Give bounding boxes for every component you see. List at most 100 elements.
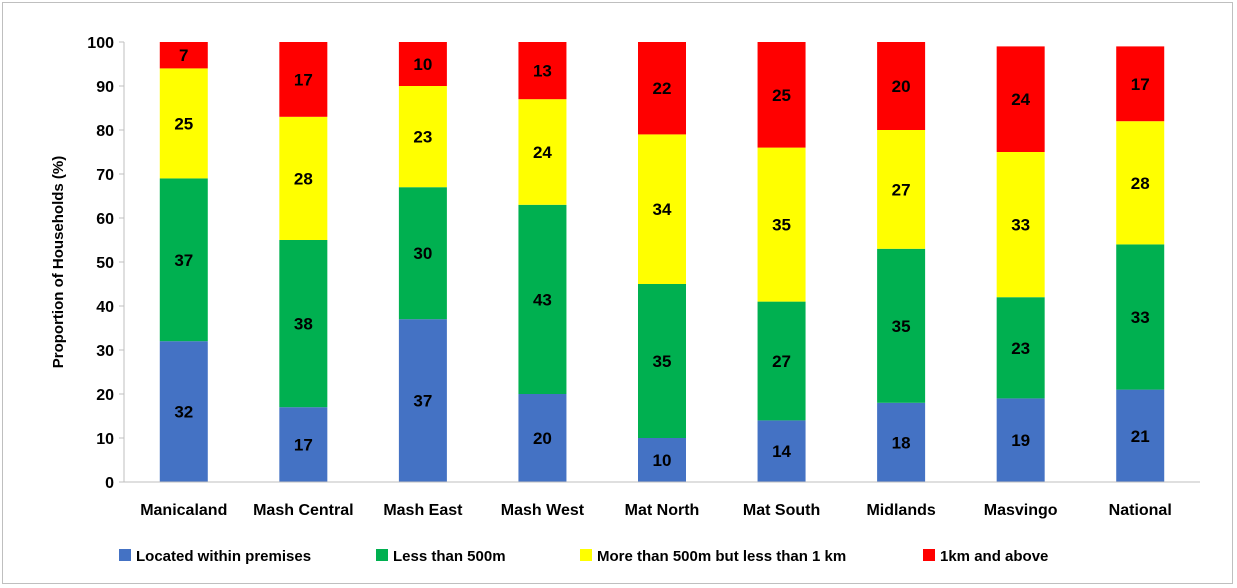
data-label: 18	[892, 433, 911, 452]
x-axis: Manicaland Mash Central Mash East Mash West…	[124, 481, 1200, 519]
data-label: 13	[533, 62, 552, 81]
y-tick-label: 80	[96, 123, 114, 140]
bar-segment	[757, 147, 806, 302]
legend-entry: 1km and above	[940, 548, 1048, 565]
bar-segment	[996, 152, 1045, 298]
y-tick-label: 70	[96, 167, 114, 184]
bar-segment	[638, 134, 686, 284]
x-tick-label: Mat North	[625, 502, 700, 519]
data-label: 23	[413, 128, 432, 147]
data-label: 33	[1011, 216, 1030, 235]
bar-segment	[757, 420, 806, 482]
data-label: 33	[1131, 308, 1150, 327]
data-label: 10	[653, 451, 672, 470]
data-label: 20	[892, 77, 911, 96]
bar-segment	[159, 178, 208, 342]
data-label: 22	[653, 79, 672, 98]
data-label: 35	[772, 216, 791, 235]
bar-segment	[638, 42, 686, 135]
data-label: 24	[533, 143, 552, 162]
bar-segment	[159, 68, 208, 179]
bars-group: 32 37 25 7 17 38 28 17 37 30 23 10 20 43 24 13 10 35 34 22 1…	[159, 42, 1165, 482]
legend-swatch	[923, 549, 935, 561]
x-tick-label: Mat South	[743, 502, 820, 519]
data-label: 38	[294, 315, 313, 334]
bar-segment	[518, 42, 567, 100]
x-tick-label: Mash West	[501, 502, 585, 519]
data-label: 14	[772, 442, 791, 461]
bar-segment	[398, 42, 447, 86]
bar-segment	[996, 398, 1045, 482]
data-label: 25	[772, 86, 791, 105]
x-tick-label: Manicaland	[140, 502, 227, 519]
bar-segment	[279, 116, 328, 240]
data-label: 7	[179, 46, 188, 65]
data-label: 23	[1011, 339, 1030, 358]
bar-segment	[638, 438, 686, 482]
bar-segment	[996, 297, 1045, 399]
legend-entry: Located within premises	[136, 548, 311, 565]
data-label: 17	[294, 436, 313, 455]
bar-segment	[877, 130, 926, 249]
data-label: 43	[533, 290, 552, 309]
data-label: 24	[1011, 90, 1030, 109]
bar-segment	[877, 42, 926, 130]
data-label: 37	[413, 392, 432, 411]
y-tick-label: 50	[96, 255, 114, 272]
bar-segment	[518, 99, 567, 205]
y-tick-label: 100	[87, 35, 114, 52]
y-tick-label: 10	[96, 431, 114, 448]
data-label: 35	[653, 352, 672, 371]
y-tick-label: 90	[96, 79, 114, 96]
data-label: 27	[772, 352, 791, 371]
y-axis-label: Proportion of Households (%)	[50, 156, 67, 368]
bar-segment	[1116, 389, 1165, 482]
y-tick-label: 30	[96, 343, 114, 360]
data-label: 25	[174, 114, 193, 133]
legend-swatch	[580, 549, 592, 561]
bar-segment	[757, 301, 806, 421]
bar-segment	[1116, 46, 1165, 122]
bar-segment	[877, 402, 926, 482]
y-axis: 0 10 20 30 40 50 60 70 80 90 100	[87, 35, 125, 492]
y-tick-label: 0	[105, 475, 114, 492]
bar-segment	[1116, 244, 1165, 390]
bar-segment	[159, 42, 208, 69]
bar-segment	[996, 46, 1045, 152]
bar-segment	[279, 240, 328, 408]
bar-segment	[279, 407, 328, 482]
x-tick-label: Mash Central	[253, 502, 353, 519]
data-label: 30	[413, 244, 432, 263]
bar-segment	[398, 319, 447, 482]
bar-segment	[398, 187, 447, 320]
data-label: 19	[1011, 431, 1030, 450]
bar-segment	[518, 204, 567, 394]
data-label: 35	[892, 317, 911, 336]
data-label: 21	[1131, 427, 1150, 446]
x-tick-label: Masvingo	[984, 502, 1058, 519]
bar-segment	[518, 394, 567, 482]
bar-segment	[1116, 121, 1165, 245]
x-tick-label: Mash East	[383, 502, 463, 519]
data-label: 37	[174, 251, 193, 270]
y-tick-label: 60	[96, 211, 114, 228]
legend-entry: More than 500m but less than 1 km	[597, 548, 846, 565]
legend-swatch	[119, 549, 131, 561]
data-label: 20	[533, 429, 552, 448]
y-tick-label: 20	[96, 387, 114, 404]
legend-entry: Less than 500m	[393, 548, 506, 565]
data-label: 17	[1131, 75, 1150, 94]
y-tick-label: 40	[96, 299, 114, 316]
data-label: 32	[174, 403, 193, 422]
data-label: 10	[413, 55, 432, 74]
data-label: 28	[1131, 174, 1150, 193]
data-label: 28	[294, 169, 313, 188]
data-label: 17	[294, 70, 313, 89]
x-tick-label: National	[1109, 502, 1172, 519]
data-label: 34	[653, 200, 672, 219]
bar-segment	[757, 42, 806, 148]
bar-segment	[398, 86, 447, 188]
bar-segment	[877, 248, 926, 403]
bar-segment	[159, 341, 208, 482]
